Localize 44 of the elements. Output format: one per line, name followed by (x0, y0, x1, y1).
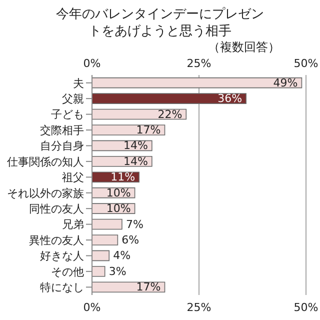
data-label: 3% (108, 264, 126, 278)
y-tick-label: 子ども (51, 108, 84, 122)
bar (92, 218, 122, 230)
data-label: 17% (136, 123, 161, 136)
bar (92, 234, 118, 246)
y-tick-label: 仕事関係の知人 (7, 155, 84, 168)
y-tick-label: 異性の友人 (29, 234, 84, 247)
y-tick-label: 自分自身 (40, 140, 84, 153)
y-tick-label: 夫 (73, 76, 84, 90)
bar (92, 93, 246, 104)
x2-tick-label: 0% (83, 300, 101, 314)
y-tick-label: 祖父 (62, 171, 84, 184)
y-tick-label: 父親 (62, 92, 84, 106)
bar (92, 77, 302, 88)
data-label: 14% (123, 139, 148, 152)
bar (92, 266, 106, 277)
data-label: 6% (122, 233, 140, 246)
data-label: 10% (106, 202, 131, 216)
y-tick-label: 好きな人 (40, 250, 84, 263)
y-tick-label: 交際相手 (40, 124, 84, 137)
y-tick-label: 同性の友人 (29, 202, 84, 216)
data-label: 36% (218, 92, 242, 106)
x-tick-label: 25% (186, 57, 212, 70)
x-tick-label: 50% (294, 57, 318, 70)
bar (92, 124, 166, 136)
chart-subtitle: （複数回答） (207, 40, 281, 55)
data-label: 4% (113, 249, 131, 262)
data-label: 49% (273, 76, 298, 90)
x-tick-label: 0% (83, 57, 101, 70)
y-tick-label: 特になし (40, 281, 84, 294)
data-label: 22% (158, 108, 182, 121)
y-tick-label: その他 (51, 265, 84, 278)
bar (92, 250, 110, 262)
chart-title: 今年のバレンタインデーにプレゼントをあげようと思う相手 (55, 6, 265, 40)
x2-tick-label: 50% (294, 300, 318, 314)
x2-tick-label: 25% (186, 300, 212, 314)
y-tick-label: 兄弟 (62, 218, 84, 232)
data-label: 14% (123, 154, 148, 168)
bar (92, 282, 166, 293)
data-label: 17% (136, 280, 161, 294)
data-label: 10% (106, 186, 131, 200)
y-tick-label: それ以外の家族 (7, 186, 84, 200)
data-label: 11% (110, 170, 136, 184)
data-label: 7% (126, 218, 144, 231)
